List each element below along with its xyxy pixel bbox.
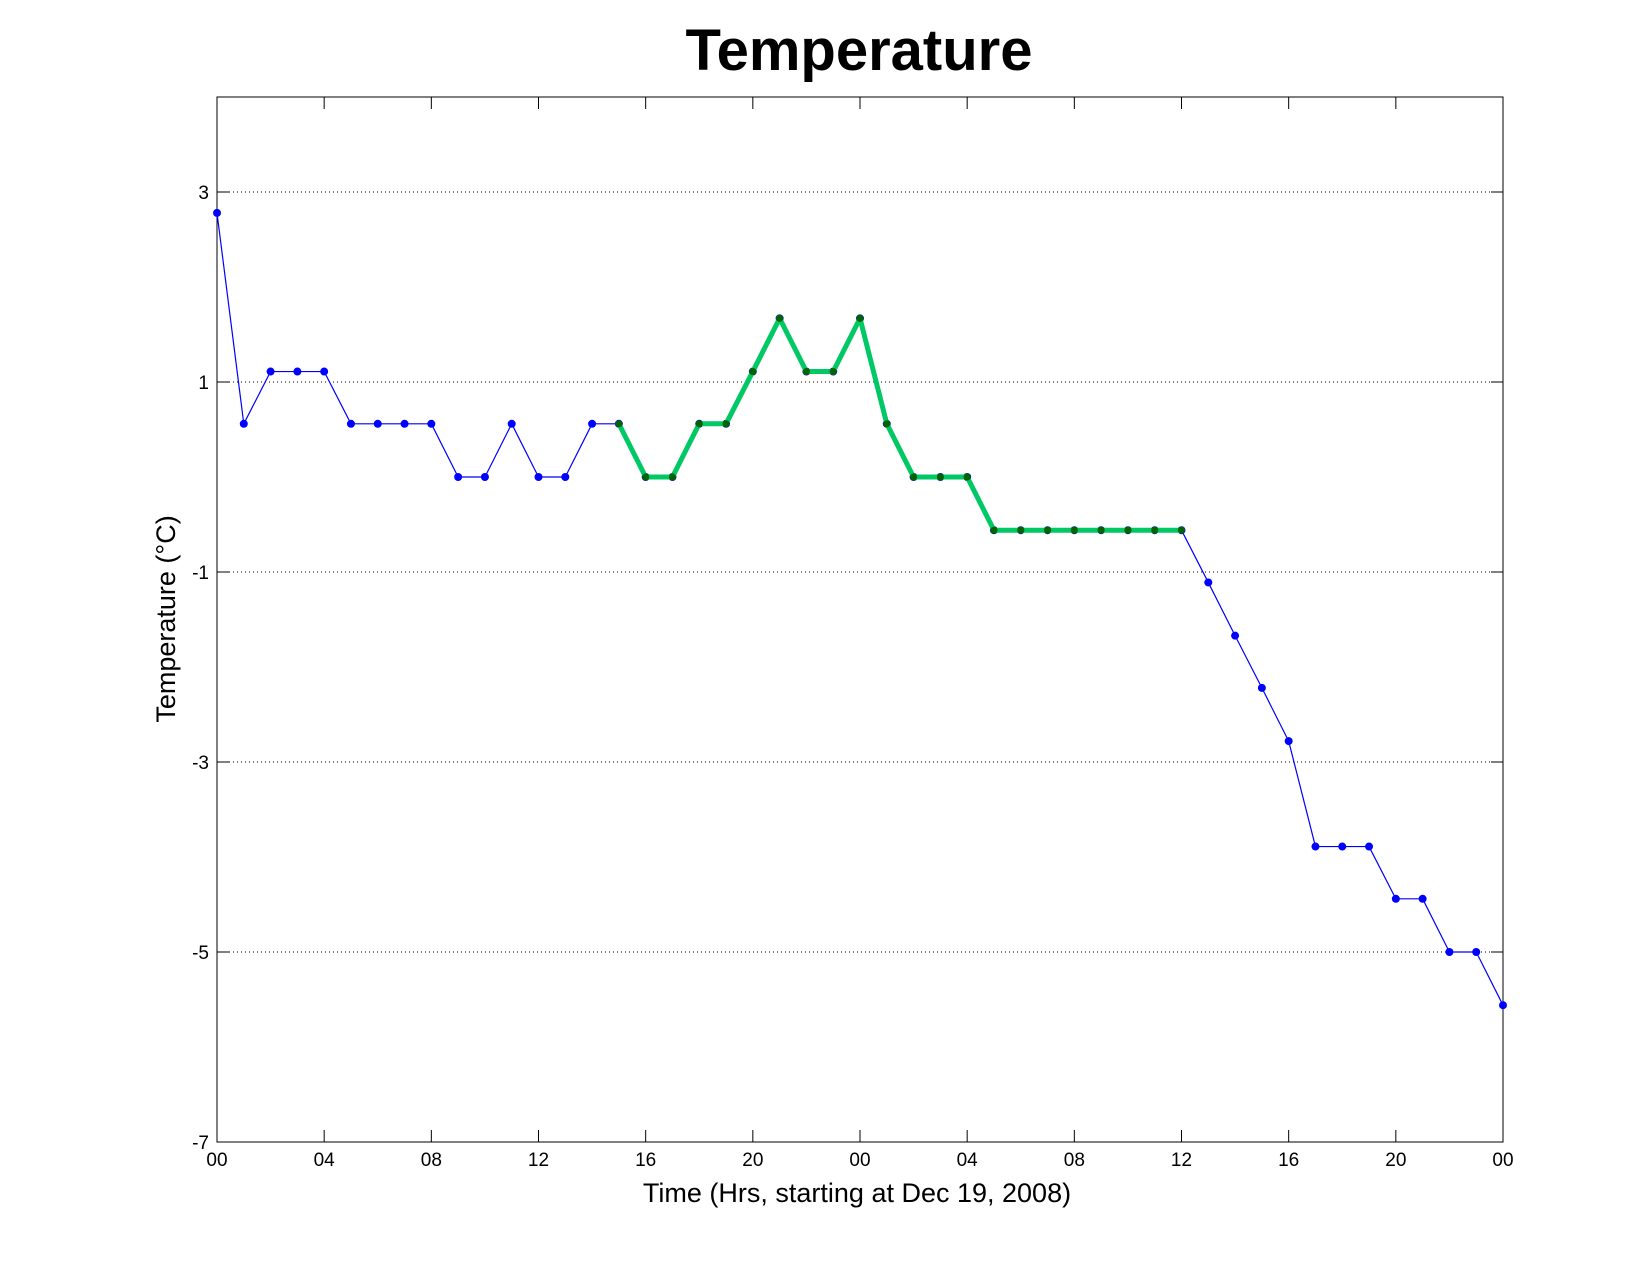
y-tick-label: -7 (192, 1133, 209, 1154)
x-tick-label: 16 (635, 1150, 656, 1171)
data-point (266, 367, 275, 376)
data-point (373, 419, 382, 428)
x-tick-label: 12 (1171, 1150, 1192, 1171)
data-point (480, 473, 489, 481)
data-point (427, 419, 436, 428)
highlight-data-point (1017, 526, 1025, 534)
highlight-data-point (668, 473, 677, 481)
highlight-data-point (802, 367, 811, 376)
data-point (320, 367, 329, 376)
highlight-data-point (856, 314, 864, 322)
data-point (346, 419, 355, 428)
gridlines (217, 191, 1503, 953)
y-tick-label: -3 (192, 753, 209, 774)
x-tick-label: 12 (528, 1150, 549, 1171)
tick-labels: -7 -5 -3 -1 1 3 00 04 08 12 16 20 00 04 08 12 16 20 00 (192, 183, 1513, 1171)
y-tick-label: 3 (198, 183, 209, 204)
data-point (1391, 894, 1400, 903)
data-point (1257, 683, 1266, 692)
x-tick-label: 00 (206, 1150, 227, 1171)
highlight-data-point (1177, 526, 1186, 534)
y-tick-label: -5 (192, 943, 209, 964)
chart-title: Temperature (685, 18, 1032, 83)
data-point (1472, 948, 1481, 956)
x-tick-label: 08 (421, 1150, 442, 1171)
y-tick-label: -1 (192, 563, 209, 584)
highlight-data-point (642, 473, 650, 481)
data-point (1365, 842, 1374, 851)
data-point (1311, 842, 1320, 851)
x-axis-label: Time (Hrs, starting at Dec 19, 2008) (643, 1178, 1071, 1208)
y-axis-label: Temperature (°C) (151, 515, 181, 722)
x-tick-label: 08 (1064, 1150, 1085, 1171)
data-point (400, 419, 409, 428)
highlight-data-point (722, 420, 730, 428)
series-group (213, 208, 1507, 1010)
series-line-highlight (616, 315, 1182, 533)
x-tick-label: 00 (1492, 1150, 1513, 1171)
y-tick-label: 1 (198, 373, 209, 394)
highlight-data-point (883, 420, 891, 428)
highlight-data-point (909, 473, 918, 481)
axis-ticks (216, 97, 1504, 1143)
highlight-data-point (695, 420, 703, 428)
highlight-data-point (1124, 526, 1132, 534)
data-point (1499, 1001, 1507, 1010)
data-point (1231, 631, 1240, 640)
x-tick-label: 04 (314, 1150, 336, 1171)
data-point (588, 419, 597, 428)
highlight-data-point (1097, 526, 1105, 534)
data-point (213, 208, 221, 217)
data-point (1418, 894, 1427, 903)
data-point (293, 367, 302, 376)
x-tick-label: 20 (742, 1150, 763, 1171)
data-point (239, 419, 248, 428)
data-point (1338, 842, 1347, 851)
series-line-temperature (216, 212, 1504, 1006)
data-point (534, 473, 543, 481)
x-tick-label: 20 (1385, 1150, 1406, 1171)
highlight-data-point (829, 367, 837, 376)
data-point (1204, 578, 1213, 587)
data-point (561, 473, 570, 481)
highlight-data-point (1043, 526, 1052, 534)
data-point (507, 419, 516, 428)
data-point (1284, 737, 1293, 746)
x-tick-label: 16 (1278, 1150, 1299, 1171)
x-tick-label: 00 (849, 1150, 870, 1171)
data-point (454, 473, 463, 481)
plot-area (216, 96, 1504, 1143)
highlight-data-point (990, 526, 998, 534)
highlight-data-point (1070, 526, 1078, 534)
x-tick-label: 04 (957, 1150, 979, 1171)
highlight-data-point (776, 314, 784, 322)
highlight-data-point (963, 473, 971, 481)
highlight-data-point (936, 473, 944, 481)
highlight-data-point (749, 367, 757, 376)
highlight-data-point (615, 420, 623, 428)
data-point (1445, 948, 1454, 956)
highlight-data-point (1151, 526, 1159, 534)
